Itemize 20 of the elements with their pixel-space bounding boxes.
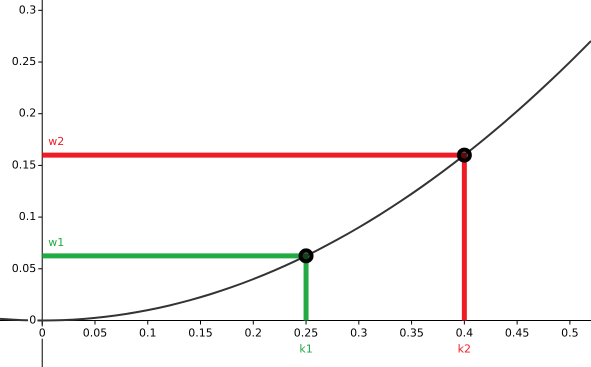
x-tick-label: 0.05	[82, 326, 108, 340]
annotation: w1	[48, 236, 64, 249]
x-tick-label: 0.3	[350, 326, 368, 340]
x-tick-label: 0.15	[188, 326, 213, 340]
y-tick-label: 0.05	[12, 262, 36, 275]
annotation: w2	[48, 135, 64, 148]
x-tick-label: 0.2	[244, 326, 262, 340]
y-tick-label: 0.1	[18, 210, 36, 224]
x-tick-label: 0.35	[399, 326, 424, 340]
y-tick-label: 0.25	[12, 55, 36, 68]
x-tick-label: 0.1	[139, 326, 156, 340]
y-tick-label: 0.2	[18, 106, 36, 120]
x-tick-label: 0.4	[456, 326, 474, 340]
y-tick-label: 0.15	[12, 158, 36, 172]
annotation: k2	[458, 342, 472, 356]
x-tick-label: 0.25	[294, 326, 318, 340]
x-tick-label: 0.5	[561, 326, 579, 340]
annotation: k1	[299, 342, 313, 356]
y-tick-label: 0.3	[18, 3, 36, 16]
x-tick-label: 0.45	[504, 326, 530, 340]
